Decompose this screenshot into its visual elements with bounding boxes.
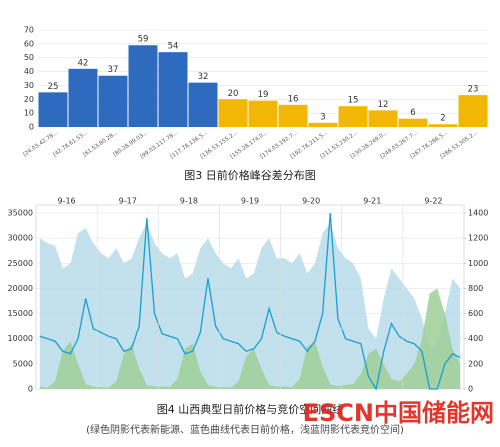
bar: [98, 75, 128, 127]
y-tick-label: 0: [28, 385, 33, 394]
area: [39, 223, 461, 389]
bar: [158, 52, 188, 127]
y2-tick-label: 0: [468, 385, 473, 394]
y2-tick-label: 1000: [468, 259, 488, 268]
y-tick-label: 35000: [8, 209, 33, 218]
y2-tick-label: 1200: [468, 234, 488, 243]
value-label: 15: [348, 96, 359, 106]
value-label: 54: [168, 42, 179, 52]
y-tick-label: 30000: [8, 234, 33, 243]
x-tick-label: 9-21: [363, 197, 381, 206]
x-tick-label: 9-20: [302, 197, 320, 206]
x-tick-label: 9-17: [119, 197, 137, 206]
y-tick-label: 10000: [8, 334, 33, 343]
bar: [38, 92, 68, 127]
bar: [68, 68, 98, 127]
y-tick-label: 30: [24, 81, 34, 90]
bar: [338, 106, 368, 127]
bar: [188, 82, 218, 127]
bar: [278, 104, 308, 127]
caption: 图4 山西典型日前价格与竞价空间曲线: [157, 402, 344, 416]
caption: 图3 日前价格峰谷差分布图: [184, 168, 316, 182]
bar: [248, 100, 278, 127]
y-tick-label: 60: [24, 39, 34, 48]
bar: [368, 110, 398, 127]
y2-tick-label: 600: [468, 309, 483, 318]
x-tick-label: 9-19: [241, 197, 259, 206]
value-label: 23: [468, 85, 479, 95]
value-label: 6: [410, 108, 415, 118]
value-label: 12: [378, 100, 389, 110]
y-tick-label: 50: [24, 53, 34, 62]
y-tick-label: 0: [29, 123, 34, 132]
value-label: 19: [258, 90, 269, 100]
y-tick-label: 40: [24, 67, 34, 76]
y-tick-label: 20: [24, 95, 34, 104]
bar: [308, 122, 338, 127]
y-tick-label: 5000: [13, 359, 33, 368]
value-label: 2: [440, 114, 445, 124]
x-tick-label: 9-22: [424, 197, 442, 206]
note: (绿色阴影代表新能源、蓝色曲线代表日前价格，浅蓝阴影代表竞价空间): [86, 423, 404, 436]
y2-tick-label: 1400: [468, 209, 488, 218]
value-label: 42: [78, 58, 89, 68]
x-tick-label: 9-18: [180, 197, 198, 206]
area: [39, 288, 461, 389]
bar: [218, 99, 248, 127]
value-label: 20: [228, 89, 239, 99]
bar: [128, 45, 158, 127]
y-tick-label: 70: [24, 26, 34, 35]
bar: [428, 124, 458, 127]
value-label: 3: [320, 112, 325, 122]
value-label: 37: [108, 65, 119, 75]
y2-tick-label: 400: [468, 334, 483, 343]
bar: [398, 118, 428, 127]
y2-tick-label: 800: [468, 284, 483, 293]
value-label: 25: [48, 82, 59, 92]
y2-tick-label: 200: [468, 359, 483, 368]
y-tick-label: 20000: [8, 284, 33, 293]
y-tick-label: 15000: [8, 309, 33, 318]
line: [39, 212, 461, 391]
value-label: 32: [198, 72, 209, 82]
y-tick-label: 25000: [8, 259, 33, 268]
x-tick-label: 9-16: [57, 197, 75, 206]
value-label: 16: [288, 94, 299, 104]
bar: [458, 95, 488, 127]
y-tick-label: 10: [24, 109, 34, 118]
value-label: 59: [138, 35, 149, 45]
watermark: ESCN中国储能网: [303, 399, 494, 427]
